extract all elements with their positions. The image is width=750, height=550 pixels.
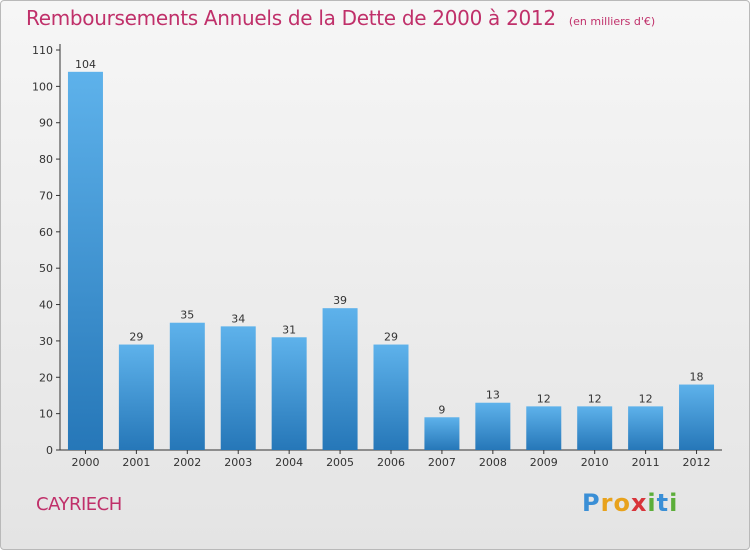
y-tick-label: 110 [32,44,53,57]
x-tick-label: 2005 [326,456,354,469]
bar-value-label: 18 [690,371,704,384]
logo-letter: i [647,489,657,517]
x-tick-label: 2001 [122,456,150,469]
chart-subtitle: (en milliers d'€) [568,15,656,28]
bar-value-label: 9 [438,403,445,416]
bar [322,308,358,450]
bar-value-label: 39 [333,294,347,307]
bar-value-label: 104 [75,58,96,71]
y-tick-label: 10 [39,408,53,421]
x-tick-label: 2012 [683,456,711,469]
bar [679,384,715,450]
bar [424,417,460,450]
bar-value-label: 12 [639,392,653,405]
x-tick-label: 2002 [173,456,201,469]
logo-letter: P [582,489,601,517]
bar [169,322,205,450]
logo-letter: t [656,489,670,517]
logo-letter: o [613,489,631,517]
bar [118,344,154,450]
logo-letter: i [669,489,679,517]
y-tick-label: 50 [39,262,53,275]
bar-value-label: 12 [537,392,551,405]
x-tick-label: 2004 [275,456,303,469]
bar [526,406,562,450]
x-tick-label: 2008 [479,456,507,469]
bar [577,406,613,450]
bar [475,402,511,450]
bar-value-label: 12 [588,392,602,405]
bar-value-label: 35 [180,309,194,322]
y-tick-label: 0 [46,444,53,457]
y-tick-label: 40 [39,299,53,312]
bar [628,406,664,450]
bar [67,71,103,451]
y-tick-label: 20 [39,371,53,384]
bar-value-label: 29 [129,331,143,344]
chart-title: Remboursements Annuels de la Dette de 20… [26,6,556,30]
logo-letter: x [630,489,648,517]
y-tick-label: 90 [39,117,53,130]
x-tick-label: 2007 [428,456,456,469]
x-tick-label: 2006 [377,456,405,469]
x-tick-label: 2010 [581,456,609,469]
commune-name: CAYRIECH [36,494,122,515]
bar [373,344,409,450]
bar [220,326,256,450]
y-tick-label: 30 [39,335,53,348]
x-tick-label: 2009 [530,456,558,469]
y-tick-label: 60 [39,226,53,239]
x-tick-label: 2011 [632,456,660,469]
logo-letter: r [600,489,614,517]
x-tick-label: 2003 [224,456,252,469]
x-tick-label: 2000 [71,456,99,469]
bar-value-label: 29 [384,331,398,344]
y-tick-label: 70 [39,189,53,202]
title-row: Remboursements Annuels de la Dette de 20… [26,6,655,30]
y-tick-label: 80 [39,153,53,166]
bar-value-label: 34 [231,312,245,325]
bar-value-label: 31 [282,323,296,336]
proxiti-logo: Proxiti [582,489,678,517]
bar-value-label: 13 [486,389,500,402]
y-tick-label: 100 [32,80,53,93]
bar [271,337,307,450]
